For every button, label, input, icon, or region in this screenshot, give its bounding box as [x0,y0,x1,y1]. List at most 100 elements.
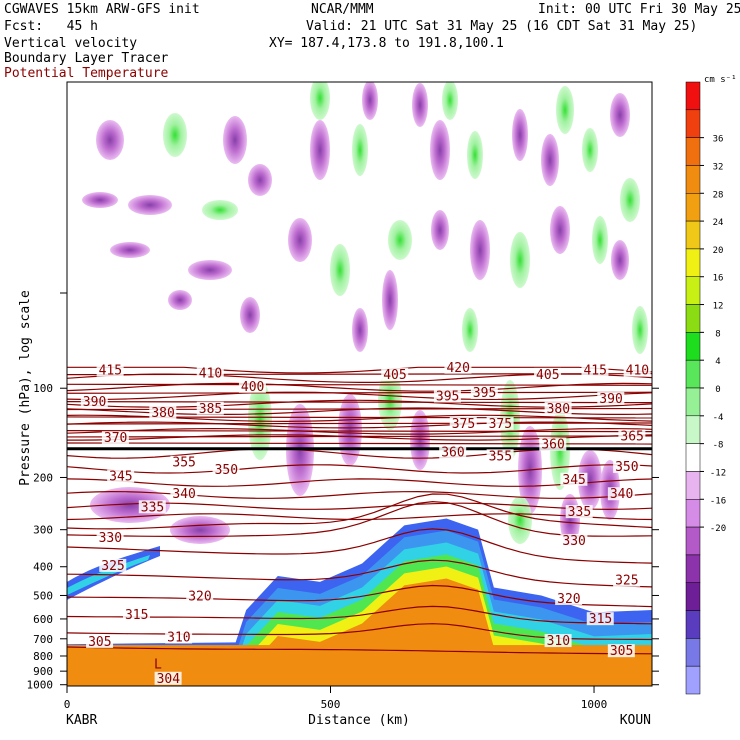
vertical-velocity-cell [541,134,559,186]
colorbar-tick-label: 16 [713,274,724,284]
isentrope-label: 400 [241,380,264,395]
vertical-velocity-cell [508,496,532,544]
isentrope-label-bg [165,630,193,644]
isentrope-line [67,493,652,530]
isentrope-label: 385 [199,402,222,417]
boundary-layer-tracer-shading [67,518,652,686]
isentrope-label-bg [444,360,472,374]
isentrope-label-bg [186,589,214,603]
vertical-velocity-cell [310,120,330,180]
vertical-velocity-cell [248,164,272,196]
isentrope-label: 405 [383,368,406,383]
colorbar-swatch [685,220,701,250]
vertical-velocity-cell [467,131,483,179]
colorbar-tick-label: -12 [710,468,726,478]
isentrope-label-bg [544,401,572,415]
isentrope-label-bg [149,405,177,419]
vertical-velocity-cell [462,308,478,352]
low-pressure-marker: L [154,657,162,672]
colorbar-tick-label: 12 [713,302,724,312]
isentrope-label: 305 [88,635,111,650]
vertical-velocity-cell [163,113,187,157]
vertical-velocity-cell [510,232,530,288]
colorbar-swatch [685,582,701,611]
colorbar-tick-label: 24 [713,218,724,228]
isentrope-label: 415 [99,364,122,379]
vertical-velocity-cell [82,192,118,208]
vertical-velocity-cell [620,178,640,222]
isentrope-label: 375 [452,417,475,432]
isentrope-label: 380 [151,406,174,421]
field-bl-tracer: Boundary Layer Tracer [4,51,169,66]
isentrope-label: 415 [583,364,606,379]
y-tick-label: 400 [33,561,53,574]
isentrope-line [67,430,652,433]
isentrope-label-bg [597,391,625,405]
y-tick-label: 700 [33,633,53,646]
right-endpoint-label: KOUN [620,713,651,728]
colorbar-tick-label: -16 [710,496,726,506]
isentrope-label: 395 [473,386,496,401]
header-forecast: Fcst: 45 h [4,19,98,34]
isentrope-label-bg [212,463,240,477]
isentrope-label-bg [170,455,198,469]
isentrope-label-bg [433,389,461,403]
colorbar-swatch [685,359,701,389]
isentrope-label: 420 [446,361,469,376]
isentrope-label: 310 [547,634,570,649]
colorbar-swatch [685,387,701,417]
colorbar-swatch [685,109,701,138]
isentrope-label-bg [80,395,108,409]
vertical-velocity-cell [248,380,272,460]
x-tick-label: 1000 [581,698,608,711]
colorbar-tick-label: 4 [715,357,720,367]
isentrope-label: 315 [125,608,148,623]
colorbar-swatch [685,137,701,166]
isentrope-label: 325 [101,559,124,574]
isentrope-label: 395 [436,389,459,404]
isentrope-label-bg [534,367,562,381]
isentrope-line [67,382,652,392]
isentrope-line [67,605,652,625]
header-model: CGWAVES 15km ARW-GFS init [4,2,200,17]
isentrope-label-bg [238,379,266,393]
isentrope-label-bg [581,363,609,377]
isentrope-line [67,366,652,374]
isentrope-label-bg [623,363,651,377]
vertical-velocity-cell [168,290,192,310]
isentrope-label: 330 [562,534,585,549]
isentrope-label-bg [613,459,641,473]
y-tick-label: 300 [33,524,53,537]
vertical-velocity-cell [330,244,350,296]
y-tick-label: 100 [33,382,53,395]
y-axis-title: Pressure (hPa), log scale [18,290,33,486]
isentrope-label-bg [196,366,224,380]
vertical-velocity-cell [352,308,368,352]
isentrope-label-bg [560,472,588,486]
vertical-velocity-cell [223,116,247,164]
isentrope-label: 330 [99,531,122,546]
isentrope-label: 345 [109,470,132,485]
plot-frame [66,81,653,687]
isentrope-label: 410 [626,364,649,379]
isentrope-label: 355 [489,449,512,464]
isentrope-label: 410 [199,366,222,381]
isentrope-line [67,528,652,564]
vertical-velocity-cell [288,218,312,262]
isentrope-label: 405 [536,368,559,383]
isentrope-label-bg [586,612,614,626]
colorbar-swatch [685,499,701,528]
colorbar-swatch [685,554,701,583]
colorbar-swatch [685,526,701,556]
left-endpoint-label: KABR [66,713,97,728]
x-axis-title: Distance (km) [308,713,410,728]
vertical-velocity-cell [610,93,630,137]
isentrope-label: 350 [215,463,238,478]
vertical-velocity-cell [362,82,378,120]
isentrope-label: 335 [141,500,164,515]
vertical-velocity-cell [582,128,598,172]
isentrope-label-bg [101,431,129,445]
isentrope-label-bg [99,558,127,572]
x-tick-label: 0 [64,698,71,711]
isentrope-line [67,391,652,401]
